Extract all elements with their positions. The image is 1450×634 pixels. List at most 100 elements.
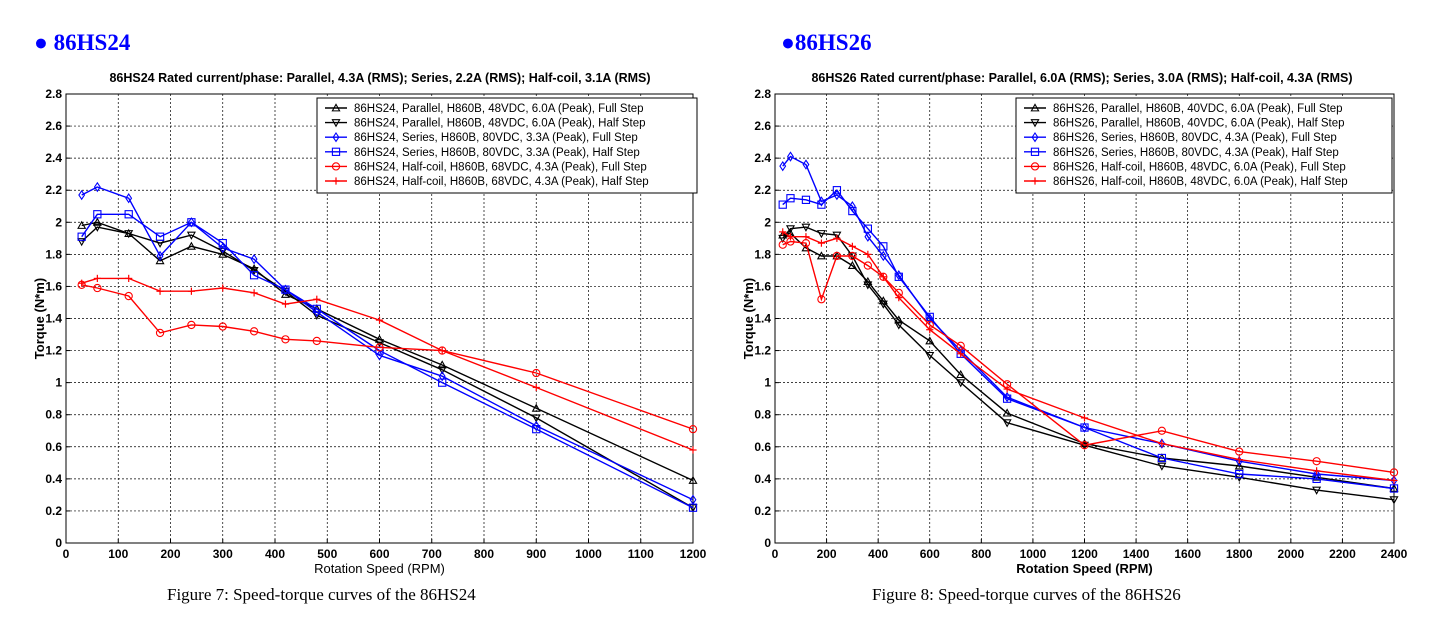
data-point — [1080, 441, 1089, 450]
y-tick-label: 1.8 — [754, 247, 771, 261]
data-point — [956, 341, 965, 350]
x-tick-label: 2200 — [1329, 547, 1356, 561]
legend-box — [316, 97, 698, 194]
data-point — [1389, 484, 1399, 493]
data-point — [787, 151, 794, 162]
legend-label: 86HS24, Half-coil, H860B, 68VDC, 4.3A (P… — [354, 161, 647, 173]
data-point — [93, 283, 102, 293]
x-tick-label: 1600 — [1174, 547, 1201, 561]
x-tick-label: 1800 — [1226, 547, 1253, 561]
data-point — [1312, 474, 1321, 484]
data-point — [879, 250, 887, 262]
data-point — [156, 287, 164, 295]
data-point — [532, 368, 541, 378]
data-point — [816, 230, 826, 239]
data-point — [848, 206, 857, 216]
data-point — [878, 300, 888, 309]
section-title-text: 86HS26 — [794, 30, 872, 55]
data-point — [925, 312, 934, 322]
data-point — [78, 189, 86, 201]
legend-label: 86HS26, Series, H860B, 80VDC, 4.3A (Peak… — [1053, 147, 1339, 159]
y-tick-label: 0.8 — [754, 408, 771, 422]
y-tick-label: 1.2 — [754, 344, 771, 358]
data-point — [1080, 414, 1089, 422]
x-tick-label: 800 — [474, 547, 494, 561]
data-point — [1235, 456, 1243, 464]
series-5 — [77, 280, 698, 434]
data-point — [438, 378, 447, 387]
y-tick-label: 0.6 — [754, 440, 771, 454]
data-point — [802, 233, 810, 241]
data-point — [926, 326, 934, 334]
data-point — [532, 420, 540, 432]
series-4 — [77, 210, 698, 512]
y-tick-label: 2.6 — [754, 119, 771, 133]
data-point — [77, 232, 86, 241]
legend: 86HS24, Parallel, H860B, 48VDC, 6.0A (Pe… — [316, 97, 698, 194]
series-line — [81, 186, 694, 501]
data-point — [802, 159, 810, 170]
data-point — [926, 313, 934, 324]
section-title-86hs26: ●86HS26 — [781, 30, 872, 56]
data-point — [779, 228, 787, 236]
x-tick-label: 1200 — [680, 547, 707, 561]
legend-marker — [331, 147, 341, 156]
legend-label: 86HS26, Parallel, H860B, 40VDC, 6.0A (Pe… — [1053, 118, 1345, 130]
x-tick-label: 2400 — [1381, 547, 1408, 561]
data-point — [1080, 423, 1089, 432]
data-point — [689, 446, 697, 454]
data-point — [1158, 438, 1166, 449]
y-tick-label: 1.8 — [45, 247, 62, 261]
data-point — [532, 383, 540, 392]
data-point — [817, 295, 826, 304]
series-line — [782, 231, 1395, 482]
chart-title: 86HS26 Rated current/phase: Parallel, 6.… — [811, 71, 1352, 85]
y-tick-label: 2.2 — [45, 183, 62, 197]
figure-caption-8: Figure 8: Speed-torque curves of the 86H… — [872, 585, 1181, 604]
data-point — [688, 503, 698, 512]
legend: 86HS26, Parallel, H860B, 40VDC, 6.0A (Pe… — [1015, 97, 1393, 194]
y-tick-label: 1.6 — [754, 279, 771, 293]
y-tick-label: 0 — [55, 536, 62, 550]
data-point — [532, 424, 541, 434]
data-point — [156, 250, 164, 262]
data-point — [125, 193, 133, 204]
data-point — [77, 220, 87, 229]
data-point — [956, 379, 966, 388]
bullet-icon: ● — [34, 30, 48, 55]
legend-marker — [1030, 147, 1040, 156]
data-point — [219, 284, 227, 292]
data-point — [895, 294, 903, 302]
x-tick-label: 200 — [817, 547, 837, 561]
data-point — [187, 287, 195, 295]
x-axis-label: Rotation Speed (RPM) — [314, 561, 445, 576]
data-point — [1312, 472, 1322, 481]
y-tick-label: 2.4 — [45, 151, 62, 165]
data-point — [1312, 457, 1321, 466]
x-tick-label: 100 — [108, 547, 128, 561]
data-point — [894, 272, 903, 281]
data-point — [1002, 408, 1012, 417]
data-point — [1157, 426, 1167, 435]
data-point — [93, 181, 101, 193]
legend-marker — [1030, 162, 1040, 171]
y-tick-label: 0.2 — [45, 504, 62, 518]
data-point — [879, 273, 887, 281]
data-point — [187, 218, 196, 227]
data-point — [1390, 476, 1398, 485]
data-point — [779, 160, 787, 172]
x-tick-label: 1200 — [1071, 547, 1098, 561]
data-point — [817, 239, 826, 247]
data-point — [92, 217, 102, 226]
y-tick-label: 1.6 — [45, 279, 62, 293]
legend-label: 86HS26, Series, H860B, 80VDC, 4.3A (Peak… — [1053, 132, 1337, 144]
bullet-icon: ● — [781, 30, 795, 55]
data-point — [801, 223, 811, 232]
data-point — [1003, 385, 1011, 393]
data-point — [92, 223, 102, 232]
data-point — [375, 343, 384, 352]
data-point — [801, 195, 811, 204]
data-point — [249, 271, 259, 280]
data-point — [778, 200, 787, 209]
data-point — [832, 251, 842, 261]
